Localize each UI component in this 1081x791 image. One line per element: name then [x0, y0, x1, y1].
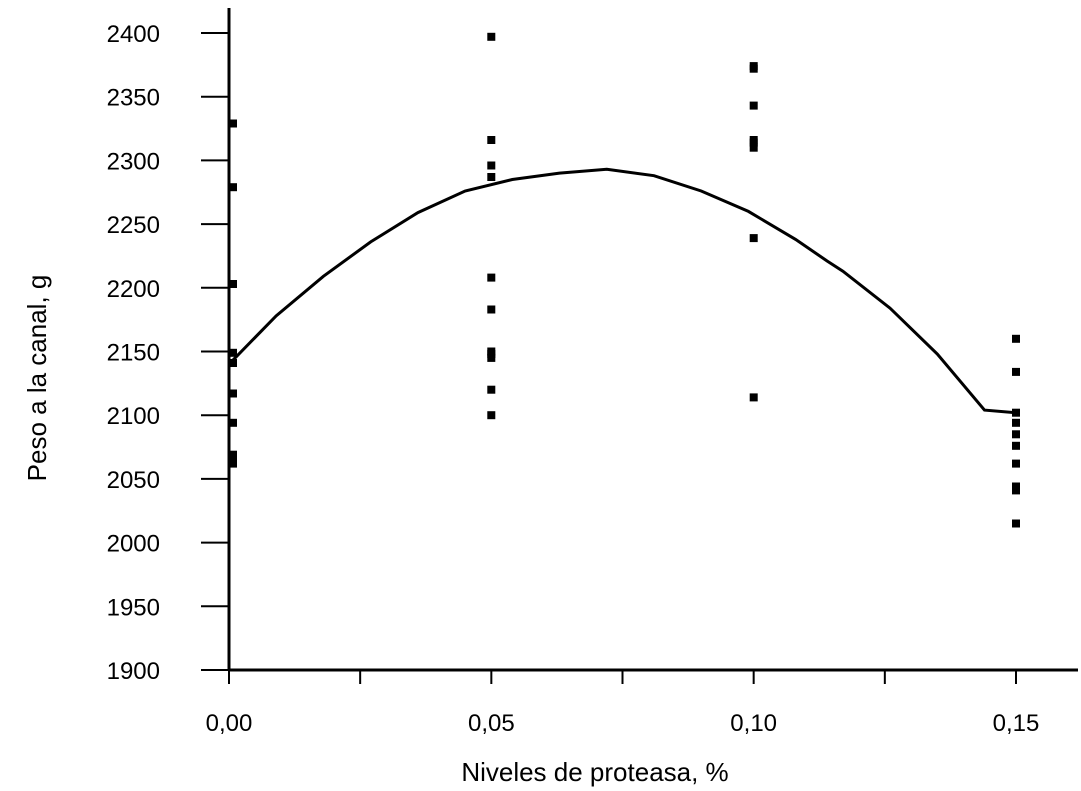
data-point — [1012, 334, 1020, 343]
fit-curve-group — [227, 167, 1017, 415]
data-point — [749, 393, 758, 402]
y-tick-label: 2200 — [107, 276, 160, 303]
data-point — [229, 119, 237, 128]
data-point — [487, 305, 496, 314]
data-point — [229, 389, 237, 398]
data-points — [229, 32, 1020, 528]
data-point — [487, 273, 496, 282]
data-point — [749, 101, 758, 110]
y-tick-label: 2300 — [107, 148, 160, 175]
data-point — [1012, 519, 1020, 528]
x-tick-label: 0,10 — [730, 710, 777, 737]
ticks: 1900 1950 2000 2050 2100 2150 2200 2250 2300 2350… — [107, 21, 1040, 737]
x-tick-label: 0,15 — [993, 710, 1040, 737]
data-point — [229, 348, 237, 357]
data-point — [749, 234, 758, 243]
data-point — [749, 143, 758, 152]
data-point — [1012, 418, 1020, 427]
y-tick-label: 2400 — [107, 21, 160, 48]
y-tick-label: 2000 — [107, 531, 160, 558]
axes — [227, 8, 1078, 672]
data-point — [229, 183, 237, 192]
fit-curve — [227, 167, 1017, 415]
x-axis-label: Niveles de proteasa, % — [461, 757, 728, 787]
data-point — [487, 353, 496, 362]
data-point — [229, 418, 237, 427]
data-point — [487, 411, 496, 420]
y-tick-label: 2100 — [107, 403, 160, 430]
y-tick-label: 1900 — [107, 658, 160, 685]
y-tick-label: 2150 — [107, 340, 160, 367]
data-point — [749, 64, 758, 73]
data-point — [1012, 367, 1020, 376]
data-point — [1012, 430, 1020, 439]
x-tick-label: 0,05 — [468, 710, 515, 737]
data-point — [1012, 459, 1020, 468]
data-point — [487, 173, 496, 181]
data-point — [1012, 408, 1020, 417]
data-point — [487, 385, 496, 394]
data-point — [487, 32, 496, 41]
data-point — [229, 459, 237, 468]
data-point — [229, 359, 237, 367]
data-point — [1012, 441, 1020, 450]
data-point — [487, 136, 496, 144]
y-tick-label: 1950 — [107, 594, 160, 621]
y-tick-label: 2050 — [107, 467, 160, 494]
data-point — [749, 138, 758, 147]
data-point — [229, 454, 237, 463]
data-point — [1012, 486, 1020, 495]
y-axis-label: Peso a la canal, g — [22, 275, 52, 482]
x-tick-label: 0,00 — [206, 710, 253, 737]
data-point — [229, 280, 237, 288]
y-tick-label: 2250 — [107, 212, 160, 239]
data-point — [487, 161, 496, 170]
y-tick-label: 2350 — [107, 85, 160, 112]
